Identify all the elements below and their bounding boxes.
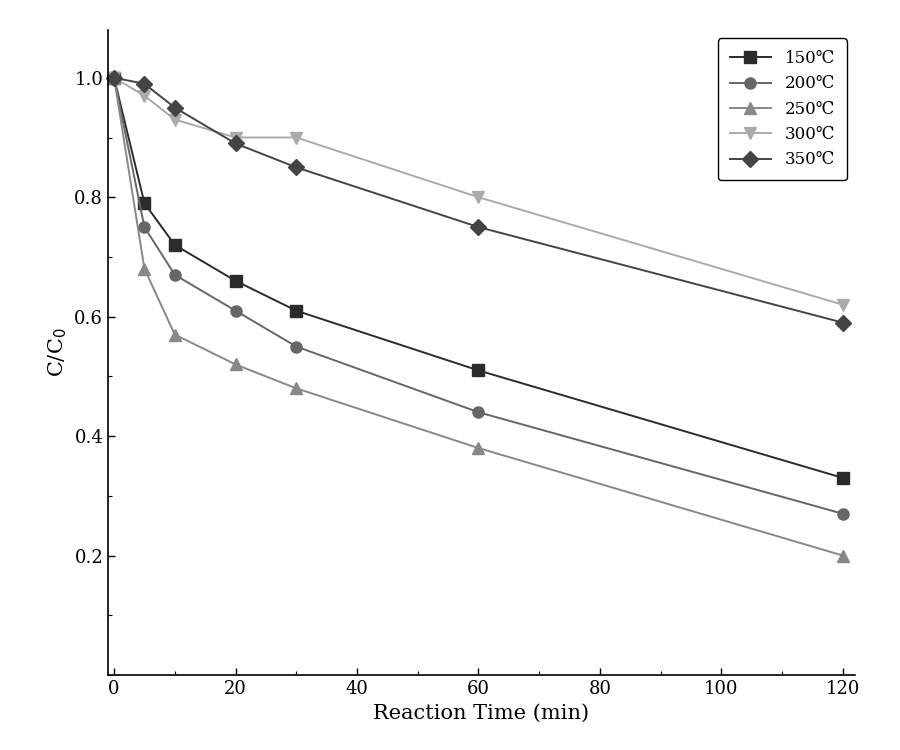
150℃ bbox=[109, 74, 120, 82]
Line: 350℃: 350℃ bbox=[109, 72, 849, 328]
200℃ bbox=[139, 223, 149, 232]
300℃ bbox=[473, 193, 484, 202]
300℃ bbox=[838, 300, 849, 309]
250℃ bbox=[139, 265, 149, 274]
Line: 150℃: 150℃ bbox=[109, 72, 849, 484]
300℃ bbox=[291, 133, 302, 142]
150℃ bbox=[291, 306, 302, 315]
200℃ bbox=[230, 306, 241, 315]
200℃ bbox=[838, 509, 849, 518]
250℃ bbox=[109, 74, 120, 82]
350℃ bbox=[109, 74, 120, 82]
300℃ bbox=[139, 92, 149, 100]
250℃ bbox=[473, 443, 484, 452]
300℃ bbox=[230, 133, 241, 142]
150℃ bbox=[230, 276, 241, 285]
200℃ bbox=[169, 270, 180, 279]
350℃ bbox=[838, 318, 849, 327]
200℃ bbox=[291, 342, 302, 351]
350℃ bbox=[139, 80, 149, 88]
350℃ bbox=[473, 223, 484, 232]
200℃ bbox=[109, 74, 120, 82]
300℃ bbox=[169, 115, 180, 124]
Line: 300℃: 300℃ bbox=[109, 72, 849, 310]
350℃ bbox=[169, 104, 180, 112]
Y-axis label: C/C$_0$: C/C$_0$ bbox=[46, 328, 68, 377]
250℃ bbox=[169, 330, 180, 339]
Line: 200℃: 200℃ bbox=[109, 72, 849, 519]
200℃ bbox=[473, 408, 484, 417]
150℃ bbox=[838, 473, 849, 482]
350℃ bbox=[230, 139, 241, 148]
150℃ bbox=[169, 241, 180, 250]
250℃ bbox=[291, 384, 302, 393]
250℃ bbox=[838, 551, 849, 560]
150℃ bbox=[473, 366, 484, 375]
Line: 250℃: 250℃ bbox=[109, 72, 849, 561]
Legend: 150℃, 200℃, 250℃, 300℃, 350℃: 150℃, 200℃, 250℃, 300℃, 350℃ bbox=[718, 38, 847, 180]
X-axis label: Reaction Time (min): Reaction Time (min) bbox=[374, 704, 590, 722]
150℃ bbox=[139, 199, 149, 208]
350℃ bbox=[291, 163, 302, 172]
250℃ bbox=[230, 360, 241, 369]
300℃ bbox=[109, 74, 120, 82]
